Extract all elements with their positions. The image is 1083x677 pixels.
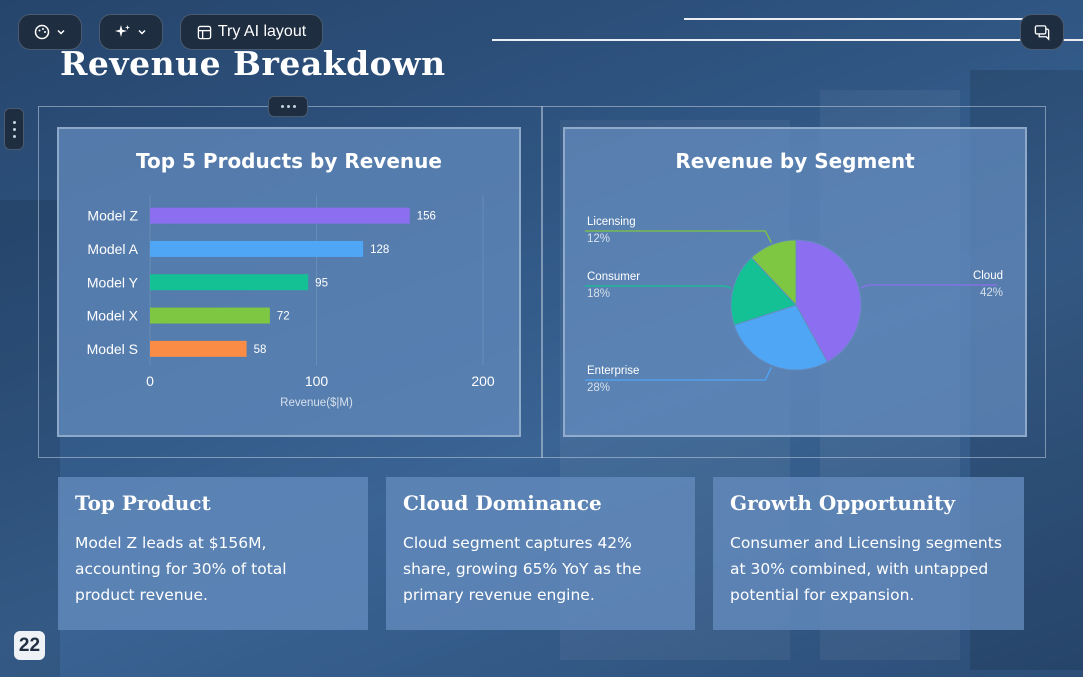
pie-slice xyxy=(730,256,797,326)
card-heading: Top Product xyxy=(75,491,211,515)
layout-icon xyxy=(197,25,212,40)
try-ai-layout-label: Try AI layout xyxy=(217,23,307,40)
slice-value-label: 42% xyxy=(980,287,1003,299)
category-label: Model S xyxy=(87,341,138,357)
data-label: 95 xyxy=(315,277,328,289)
decor-line-bottom xyxy=(492,39,1083,41)
pie-chart-title: Revenue by Segment xyxy=(675,149,915,173)
slice-value-label: 28% xyxy=(587,382,610,394)
pie-slice xyxy=(750,239,797,307)
card-heading: Cloud Dominance xyxy=(403,491,602,515)
chevron-down-icon xyxy=(137,27,147,37)
x-axis-label: Revenue($|M) xyxy=(280,397,353,409)
bar-chart: Model Z 156 Model A 128 Model Y 95 Model X 72 Mo… xyxy=(87,195,495,409)
tick-label: 100 xyxy=(305,373,329,389)
pie-slice xyxy=(795,239,862,363)
data-label: 128 xyxy=(370,244,389,256)
slice-label: Licensing xyxy=(587,216,636,228)
theme-button[interactable] xyxy=(18,14,82,50)
data-label: 156 xyxy=(417,211,436,223)
chevron-down-icon xyxy=(56,27,66,37)
ai-menu-button[interactable] xyxy=(99,14,163,50)
card-text: Consumer and Licensing segments at 30% c… xyxy=(730,534,1002,604)
cloud-dominance-card[interactable]: Cloud Dominance Cloud segment captures 4… xyxy=(386,477,695,630)
data-label: 58 xyxy=(254,344,267,356)
data-label: 72 xyxy=(277,311,290,323)
try-ai-layout-button[interactable]: Try AI layout xyxy=(180,14,323,50)
leader-line xyxy=(860,284,997,289)
bar-chart-card[interactable]: Top 5 Products by Revenue Model Z 156 Mode… xyxy=(57,127,521,437)
card-heading: Growth Opportunity xyxy=(730,491,955,515)
page-number-badge: 22 xyxy=(14,631,45,660)
palette-icon xyxy=(34,24,50,40)
growth-opportunity-card[interactable]: Growth Opportunity Consumer and Licensin… xyxy=(713,477,1024,630)
card-text: Model Z leads at $156M, accounting for 3… xyxy=(75,534,287,604)
group-drag-handle[interactable] xyxy=(268,96,308,117)
leader-line xyxy=(585,285,732,289)
category-label: Model A xyxy=(87,241,138,257)
card-text: Cloud segment captures 42% share, growin… xyxy=(403,534,642,604)
slice-value-label: 18% xyxy=(587,288,610,300)
top-product-card[interactable]: Top Product Model Z leads at $156M, acco… xyxy=(58,477,368,630)
comment-icon xyxy=(1034,24,1051,41)
category-label: Model X xyxy=(87,308,139,324)
pie-chart-card[interactable]: Revenue by Segment Cloud 42% Enterprise 28%… xyxy=(563,127,1027,437)
pie-chart: Cloud 42% Enterprise 28% Consumer 18% Licensin… xyxy=(585,216,1003,394)
side-drag-handle[interactable] xyxy=(4,108,24,150)
bar xyxy=(150,307,270,324)
bar-chart-title: Top 5 Products by Revenue xyxy=(136,149,442,173)
leader-line xyxy=(585,230,772,244)
slice-label: Cloud xyxy=(973,270,1003,282)
bar xyxy=(150,240,364,257)
slice-value-label: 12% xyxy=(587,233,610,245)
slice-label: Enterprise xyxy=(587,365,639,377)
slice-label: Consumer xyxy=(587,271,640,283)
decor-line-top xyxy=(684,18,1024,20)
leader-line xyxy=(585,367,772,381)
tick-label: 200 xyxy=(471,373,495,389)
tick-label: 0 xyxy=(146,373,154,389)
comments-button[interactable] xyxy=(1020,14,1064,50)
category-label: Model Z xyxy=(87,208,138,224)
chart-group-divider xyxy=(541,106,543,458)
sparkle-icon xyxy=(115,24,131,40)
category-label: Model Y xyxy=(87,274,139,290)
bar xyxy=(150,274,309,291)
bar xyxy=(150,207,410,224)
slide-title: Revenue Breakdown xyxy=(60,44,446,83)
pie-slice xyxy=(733,304,828,371)
bar xyxy=(150,340,247,357)
